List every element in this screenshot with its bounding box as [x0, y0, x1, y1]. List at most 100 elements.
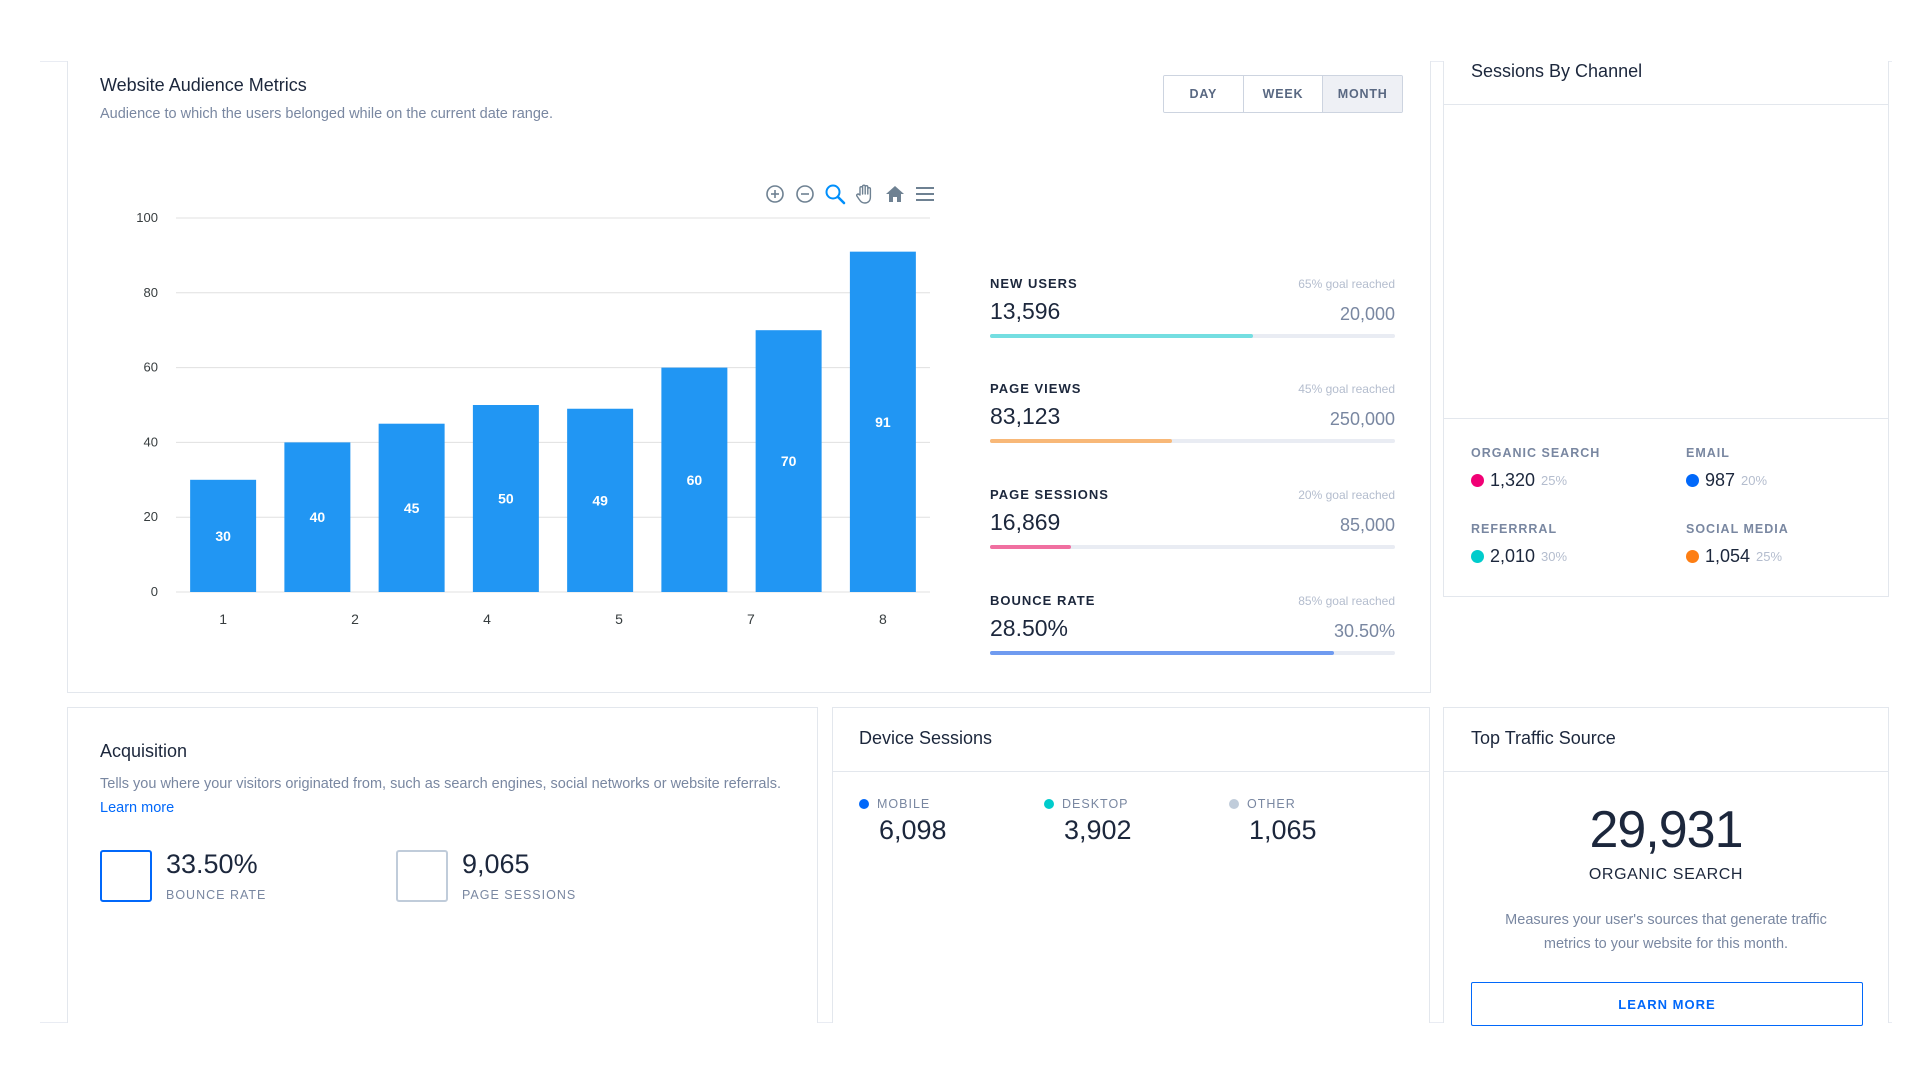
metric-progress-fill	[990, 334, 1254, 338]
channel-label: SOCIAL MEDIA	[1686, 522, 1789, 536]
y-tick-label: 100	[136, 210, 158, 225]
metric-goal: 20% goal reached	[1298, 488, 1395, 502]
device-value: 3,902	[1064, 815, 1132, 845]
bar-data-label: 30	[215, 528, 231, 544]
device-label: MOBILE	[877, 797, 931, 811]
metric-progress-track	[990, 651, 1395, 655]
channel-percent: 25%	[1541, 473, 1568, 488]
channel-email: EMAIL 987 20%	[1686, 446, 1767, 491]
metric-progress-track	[990, 334, 1395, 338]
channel-organic-search: ORGANIC SEARCH 1,320 25%	[1471, 446, 1600, 491]
menu-icon[interactable]	[914, 183, 936, 205]
x-tick-label: 7	[747, 611, 755, 627]
x-tick-label: 8	[879, 611, 887, 627]
audience-title: Website Audience Metrics	[100, 75, 307, 95]
y-tick-label: 40	[144, 434, 158, 449]
channel-value: 1,320	[1490, 470, 1536, 490]
bar-data-label: 40	[310, 509, 326, 525]
y-tick-label: 80	[144, 285, 158, 300]
metric-value: 13,596	[990, 298, 1061, 324]
metric-value: 16,869	[990, 509, 1061, 535]
bar	[849, 251, 916, 592]
channel-referral: REFERRRAL 2,010 30%	[1471, 522, 1567, 567]
acquisition-title: Acquisition	[100, 741, 188, 761]
top-traffic-source-title: Top Traffic Source	[1471, 728, 1616, 748]
channel-value: 987	[1705, 470, 1736, 490]
selection-zoom-icon[interactable]	[824, 183, 846, 205]
channel-label: REFERRRAL	[1471, 522, 1558, 536]
audience-subtitle: Audience to which the users belonged whi…	[100, 106, 554, 122]
page-sessions-value: 9,065	[462, 849, 530, 879]
metric-progress-fill	[990, 651, 1335, 655]
range-day-button[interactable]: DAY	[1164, 76, 1244, 112]
metric-target: 30.50%	[1333, 621, 1395, 641]
bounce-rate-box	[100, 850, 152, 902]
metric-label: PAGE SESSIONS	[990, 487, 1109, 502]
bar-data-label: 60	[687, 472, 703, 488]
pan-hand-icon[interactable]	[854, 183, 876, 205]
traffic-value: 29,931	[1589, 801, 1743, 859]
metric-label: NEW USERS	[990, 276, 1078, 291]
learn-more-link[interactable]: Learn more	[100, 800, 175, 816]
device-mobile: MOBILE 6,098	[859, 797, 947, 846]
top-traffic-source-card: 29,931 ORGANIC SEARCH Measures your user…	[1443, 707, 1889, 1026]
card-header-divider	[1444, 104, 1888, 105]
bar-data-label: 45	[404, 500, 420, 516]
x-tick-label: 1	[219, 611, 227, 627]
metric-progress-fill	[990, 439, 1173, 443]
bounce-rate-value: 33.50%	[166, 849, 258, 879]
channel-dot	[1471, 550, 1484, 563]
metric-target: 85,000	[1339, 515, 1395, 535]
chart-area-divider	[1444, 418, 1888, 419]
bar	[567, 408, 634, 592]
page-sessions-label: PAGE SESSIONS	[462, 888, 577, 902]
channel-value: 1,054	[1705, 546, 1751, 566]
channel-percent: 20%	[1741, 473, 1768, 488]
bounce-rate-label: BOUNCE RATE	[166, 888, 267, 902]
x-tick-label: 2	[351, 611, 359, 627]
acquisition-description: Tells you where your visitors originated…	[100, 772, 790, 820]
range-month-button[interactable]: MONTH	[1323, 76, 1402, 112]
zoom-in-icon[interactable]	[764, 183, 786, 205]
device-dot	[1044, 799, 1054, 809]
metric-value: 83,123	[990, 403, 1061, 429]
sessions-by-channel-title: Sessions By Channel	[1471, 61, 1643, 81]
device-dot	[859, 799, 869, 809]
metric-target: 20,000	[1339, 304, 1395, 324]
device-other: OTHER 1,065	[1229, 797, 1317, 846]
metric-progress-track	[990, 545, 1395, 549]
date-range-toggle: DAY WEEK MONTH	[1163, 75, 1403, 113]
bar-data-label: 70	[781, 453, 797, 469]
zoom-out-icon[interactable]	[794, 183, 816, 205]
bar	[661, 367, 728, 592]
device-sessions-title: Device Sessions	[859, 728, 993, 748]
channel-percent: 30%	[1541, 549, 1568, 564]
metric-goal: 85% goal reached	[1298, 594, 1395, 608]
channel-social-media: SOCIAL MEDIA 1,054 25%	[1686, 522, 1789, 567]
metric-progress-fill	[990, 545, 1071, 549]
chart-toolbar	[764, 183, 936, 205]
page-sessions-box	[396, 850, 448, 902]
learn-more-button[interactable]: LEARN MORE	[1471, 982, 1863, 1026]
metric-label: PAGE VIEWS	[990, 381, 1082, 396]
channel-dot	[1686, 474, 1699, 487]
device-value: 1,065	[1249, 815, 1317, 845]
channel-percent: 25%	[1756, 549, 1783, 564]
reset-home-icon[interactable]	[884, 183, 906, 205]
metric-value: 28.50%	[990, 615, 1069, 641]
bar-data-label: 91	[875, 414, 891, 430]
traffic-description: Measures your user's sources that genera…	[1505, 912, 1827, 952]
x-tick-label: 5	[615, 611, 623, 627]
range-week-button[interactable]: WEEK	[1243, 76, 1324, 112]
channel-value: 2,010	[1490, 546, 1536, 566]
device-dot	[1229, 799, 1239, 809]
device-label: OTHER	[1247, 797, 1296, 811]
device-desktop: DESKTOP 3,902	[1044, 797, 1132, 846]
y-tick-label: 20	[144, 509, 158, 524]
metric-target: 250,000	[1329, 409, 1395, 429]
channel-label: EMAIL	[1686, 446, 1730, 460]
bar	[284, 442, 351, 592]
metric-label: BOUNCE RATE	[990, 593, 1096, 608]
metric-goal: 65% goal reached	[1298, 277, 1395, 291]
bar	[755, 330, 822, 592]
